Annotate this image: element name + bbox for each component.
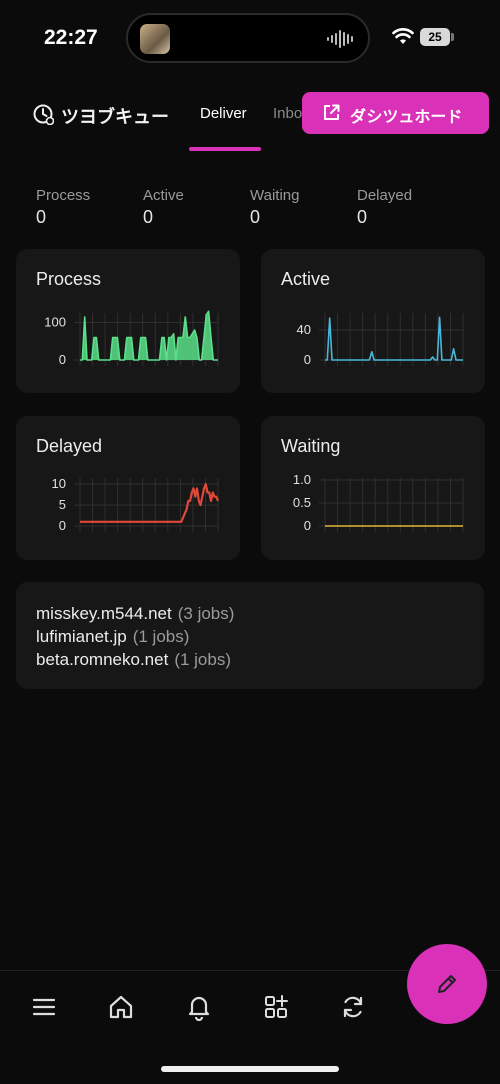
chart-title: Process <box>36 269 102 289</box>
chart-title: Delayed <box>36 436 103 456</box>
wifi-icon <box>392 28 414 44</box>
list-item[interactable]: misskey.m544.net (3 jobs) <box>36 602 464 625</box>
menu-icon[interactable] <box>30 993 58 1021</box>
home-icon[interactable] <box>107 993 135 1021</box>
stat-label: Delayed <box>357 187 413 204</box>
series-line <box>325 316 463 361</box>
active-chart: 40 0 <box>297 313 464 367</box>
active-tab-indicator <box>189 147 261 151</box>
dynamic-island[interactable] <box>126 13 370 63</box>
queue-host: misskey.m544.net <box>36 604 172 623</box>
external-link-icon <box>324 104 340 120</box>
battery-indicator: 25 <box>420 28 450 46</box>
now-playing-artwork <box>140 24 170 54</box>
delayed-chart-card: Delayed 10 5 0 <box>16 416 240 560</box>
clock-history-icon <box>33 104 54 125</box>
stat-active: Active 0 <box>143 187 184 228</box>
tab-deliver[interactable]: Deliver <box>200 105 247 122</box>
series-line <box>80 310 218 361</box>
process-chart: 100 0 <box>44 310 219 367</box>
y-tick-label: 0 <box>59 352 66 367</box>
queue-host: beta.romneko.net <box>36 650 169 669</box>
job-queue-list: misskey.m544.net (3 jobs) lufimianet.jp (1… <box>16 582 484 689</box>
stat-value: 0 <box>143 207 154 227</box>
refresh-icon[interactable] <box>339 993 367 1021</box>
stat-value: 0 <box>250 207 261 227</box>
waiting-chart: 1.0 0.5 0 <box>293 472 464 533</box>
waiting-chart-card: Waiting 1.0 0.5 0 <box>261 416 485 560</box>
list-item[interactable]: lufimianet.jp (1 jobs) <box>36 625 464 648</box>
queue-jobs: (1 jobs) <box>174 650 231 669</box>
y-tick-label: 0 <box>304 352 311 367</box>
stat-value: 0 <box>357 207 368 227</box>
active-chart-card: Active 40 0 <box>261 249 485 393</box>
page-title: ツヨブキュー <box>61 107 169 127</box>
queue-jobs: (3 jobs) <box>177 604 235 623</box>
y-tick-label: 0 <box>59 518 66 533</box>
dashboard-button[interactable]: ダシツュホード <box>302 92 489 134</box>
home-indicator <box>161 1066 339 1072</box>
y-tick-label: 100 <box>44 315 66 330</box>
stat-label: Process <box>36 187 91 204</box>
stat-label: Active <box>143 187 184 204</box>
stat-process: Process 0 <box>36 187 90 228</box>
widgets-icon[interactable] <box>262 993 290 1021</box>
bell-icon[interactable] <box>185 993 213 1021</box>
stat-delayed: Delayed 0 <box>357 187 412 228</box>
y-tick-label: 0.5 <box>293 495 311 510</box>
y-tick-label: 1.0 <box>293 472 311 487</box>
series-area <box>80 311 218 360</box>
dashboard-button-label: ダシツュホード <box>350 109 463 126</box>
battery-tip <box>451 33 454 41</box>
tab-inbox[interactable]: Inbox <box>273 105 305 122</box>
chart-title: Active <box>281 269 331 289</box>
y-tick-label: 5 <box>59 497 66 512</box>
page-header: ツヨブキュー Deliver Inbox ダシツュホード <box>0 86 500 152</box>
queue-host: lufimianet.jp <box>36 627 127 646</box>
y-tick-label: 0 <box>304 518 311 533</box>
stat-waiting: Waiting 0 <box>250 187 299 228</box>
y-tick-label: 10 <box>52 476 66 491</box>
y-tick-label: 40 <box>297 322 311 337</box>
status-bar: 22:27 25 <box>0 0 500 76</box>
delayed-chart: 10 5 0 <box>52 476 220 533</box>
stat-label: Waiting <box>250 187 300 204</box>
process-chart-card: Process 100 0 <box>16 249 240 393</box>
pencil-icon <box>438 975 456 993</box>
stat-value: 0 <box>36 207 47 227</box>
chart-title: Waiting <box>281 436 341 456</box>
audio-waveform-icon <box>327 30 353 48</box>
clock: 22:27 <box>44 26 98 49</box>
list-item[interactable]: beta.romneko.net (1 jobs) <box>36 648 464 671</box>
compose-button[interactable] <box>407 944 487 1024</box>
queue-jobs: (1 jobs) <box>132 627 190 646</box>
series-line <box>80 483 220 523</box>
